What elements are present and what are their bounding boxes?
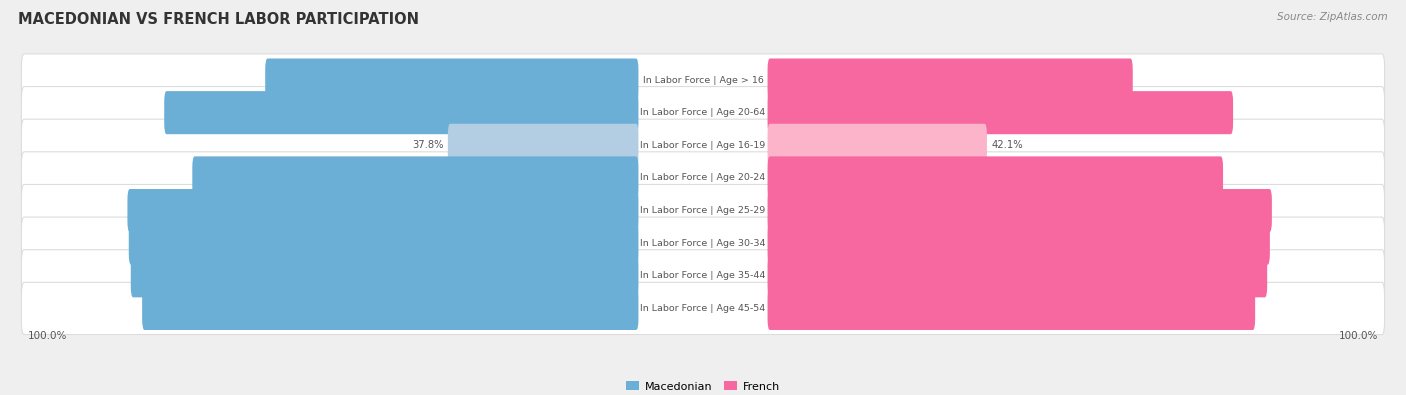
Text: 84.4%: 84.4%	[1323, 238, 1358, 248]
Text: In Labor Force | Age 45-54: In Labor Force | Age 45-54	[640, 304, 766, 313]
Text: In Labor Force | Age 35-44: In Labor Force | Age 35-44	[640, 271, 766, 280]
FancyBboxPatch shape	[21, 217, 1385, 269]
Text: 42.1%: 42.1%	[991, 140, 1024, 150]
Text: 100.0%: 100.0%	[1339, 331, 1378, 341]
Text: Source: ZipAtlas.com: Source: ZipAtlas.com	[1277, 12, 1388, 22]
Text: 100.0%: 100.0%	[28, 331, 67, 341]
FancyBboxPatch shape	[193, 156, 638, 199]
Text: 85.5%: 85.5%	[48, 238, 83, 248]
FancyBboxPatch shape	[768, 124, 987, 167]
FancyBboxPatch shape	[128, 189, 638, 232]
FancyBboxPatch shape	[768, 222, 1270, 265]
Text: 83.5%: 83.5%	[48, 303, 83, 314]
FancyBboxPatch shape	[21, 87, 1385, 139]
FancyBboxPatch shape	[768, 58, 1133, 102]
FancyBboxPatch shape	[768, 254, 1267, 297]
Text: 80.2%: 80.2%	[48, 108, 83, 118]
FancyBboxPatch shape	[21, 282, 1385, 335]
FancyBboxPatch shape	[768, 156, 1223, 199]
Text: 76.0%: 76.0%	[48, 173, 83, 183]
Text: 84.7%: 84.7%	[1323, 205, 1358, 216]
Text: In Labor Force | Age 30-34: In Labor Force | Age 30-34	[640, 239, 766, 248]
Text: In Labor Force | Age 20-24: In Labor Force | Age 20-24	[640, 173, 766, 182]
Text: MACEDONIAN VS FRENCH LABOR PARTICIPATION: MACEDONIAN VS FRENCH LABOR PARTICIPATION	[18, 12, 419, 27]
Text: 85.7%: 85.7%	[48, 205, 83, 216]
FancyBboxPatch shape	[768, 91, 1233, 134]
Text: 63.9%: 63.9%	[1323, 75, 1358, 85]
FancyBboxPatch shape	[131, 254, 638, 297]
Text: In Labor Force | Age 16-19: In Labor Force | Age 16-19	[640, 141, 766, 150]
FancyBboxPatch shape	[21, 250, 1385, 302]
FancyBboxPatch shape	[21, 54, 1385, 106]
FancyBboxPatch shape	[21, 184, 1385, 237]
Text: 85.2%: 85.2%	[48, 271, 83, 281]
FancyBboxPatch shape	[142, 287, 638, 330]
FancyBboxPatch shape	[129, 222, 638, 265]
Text: In Labor Force | Age 25-29: In Labor Force | Age 25-29	[640, 206, 766, 215]
Text: 78.9%: 78.9%	[1323, 108, 1358, 118]
Text: 82.2%: 82.2%	[1323, 303, 1358, 314]
Text: In Labor Force | Age 20-64: In Labor Force | Age 20-64	[640, 108, 766, 117]
FancyBboxPatch shape	[768, 189, 1272, 232]
FancyBboxPatch shape	[21, 152, 1385, 204]
FancyBboxPatch shape	[266, 58, 638, 102]
Text: 77.4%: 77.4%	[1323, 173, 1358, 183]
Text: 37.8%: 37.8%	[412, 140, 443, 150]
Legend: Macedonian, French: Macedonian, French	[621, 377, 785, 395]
Text: 84.0%: 84.0%	[1323, 271, 1358, 281]
FancyBboxPatch shape	[21, 119, 1385, 171]
FancyBboxPatch shape	[165, 91, 638, 134]
Text: 65.1%: 65.1%	[48, 75, 83, 85]
FancyBboxPatch shape	[449, 124, 638, 167]
FancyBboxPatch shape	[768, 287, 1256, 330]
Text: In Labor Force | Age > 16: In Labor Force | Age > 16	[643, 75, 763, 85]
